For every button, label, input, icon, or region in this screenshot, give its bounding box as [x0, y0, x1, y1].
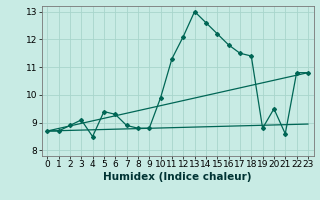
X-axis label: Humidex (Indice chaleur): Humidex (Indice chaleur) [103, 172, 252, 182]
